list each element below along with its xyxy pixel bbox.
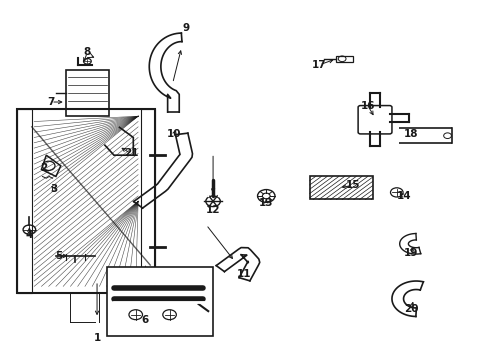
Text: 18: 18 [403,129,418,139]
Bar [106,267,213,336]
Text: 10: 10 [167,129,181,139]
Text: 2: 2 [40,163,47,172]
Text: 12: 12 [205,205,220,215]
Text: 21: 21 [123,148,138,158]
Text: 8: 8 [83,48,91,57]
Text: 14: 14 [396,191,410,201]
Text: 6: 6 [142,315,149,325]
Text: 7: 7 [47,97,55,107]
Bar [140,109,155,293]
Text: 9: 9 [183,23,190,33]
Text: 1: 1 [93,333,101,343]
Bar [65,70,109,116]
Text: 3: 3 [50,184,57,194]
Text: 19: 19 [403,248,418,258]
Text: 11: 11 [237,269,251,279]
Bar [17,109,32,293]
Text: 17: 17 [311,60,326,70]
Text: 15: 15 [346,180,360,190]
Text: 16: 16 [360,100,374,111]
Text: 5: 5 [55,251,62,261]
Text: 13: 13 [259,198,273,208]
Text: 20: 20 [403,304,418,314]
Text: 4: 4 [26,230,33,240]
Bar [17,109,155,293]
Bar [336,55,352,62]
Bar [309,176,372,199]
